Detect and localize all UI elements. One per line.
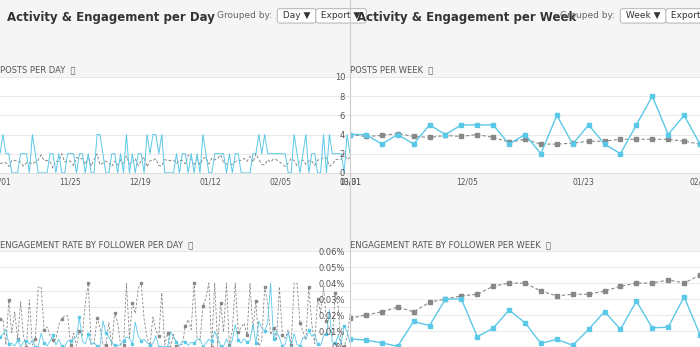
Text: Grouped by:: Grouped by: [217,11,272,20]
Text: Week ▼: Week ▼ [623,11,664,20]
Text: ENGAGEMENT RATE BY FOLLOWER PER WEEK  ⓘ: ENGAGEMENT RATE BY FOLLOWER PER WEEK ⓘ [350,240,551,249]
Text: POSTS PER WEEK  ⓘ: POSTS PER WEEK ⓘ [350,66,433,75]
Text: POSTS PER DAY  ⓘ: POSTS PER DAY ⓘ [0,66,76,75]
Text: Activity & Engagement per Day: Activity & Engagement per Day [7,11,215,24]
Text: Grouped by:: Grouped by: [560,11,615,20]
Text: Export ▼: Export ▼ [668,11,700,20]
Text: Export ▼: Export ▼ [318,11,363,20]
Text: ENGAGEMENT RATE BY FOLLOWER PER DAY  ⓘ: ENGAGEMENT RATE BY FOLLOWER PER DAY ⓘ [0,240,193,249]
Text: Activity & Engagement per Week: Activity & Engagement per Week [357,11,576,24]
Text: Day ▼: Day ▼ [280,11,314,20]
